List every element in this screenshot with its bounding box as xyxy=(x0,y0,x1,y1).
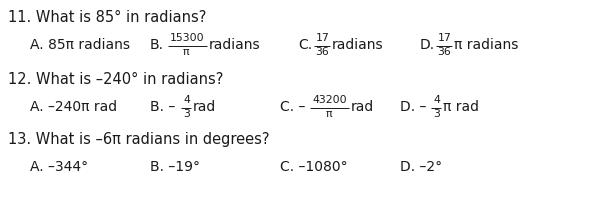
Text: radians: radians xyxy=(209,38,260,52)
Text: rad: rad xyxy=(351,100,374,114)
Text: 12. What is –240° in radians?: 12. What is –240° in radians? xyxy=(8,72,223,87)
Text: A. –344°: A. –344° xyxy=(30,160,88,174)
Text: D. –2°: D. –2° xyxy=(400,160,442,174)
Text: A. 85π radians: A. 85π radians xyxy=(30,38,130,52)
Text: 4: 4 xyxy=(183,95,190,105)
Text: rad: rad xyxy=(193,100,216,114)
Text: π rad: π rad xyxy=(443,100,479,114)
Text: π radians: π radians xyxy=(454,38,518,52)
Text: 13. What is –6π radians in degrees?: 13. What is –6π radians in degrees? xyxy=(8,132,269,147)
Text: 15300: 15300 xyxy=(170,33,205,43)
Text: B. –19°: B. –19° xyxy=(150,160,200,174)
Text: radians: radians xyxy=(332,38,383,52)
Text: 17: 17 xyxy=(438,33,452,43)
Text: C.: C. xyxy=(298,38,312,52)
Text: 43200: 43200 xyxy=(312,95,347,105)
Text: C. –: C. – xyxy=(280,100,305,114)
Text: 17: 17 xyxy=(316,33,330,43)
Text: D. –: D. – xyxy=(400,100,427,114)
Text: 3: 3 xyxy=(433,109,440,119)
Text: π: π xyxy=(326,109,332,119)
Text: B. –: B. – xyxy=(150,100,175,114)
Text: π: π xyxy=(183,47,190,57)
Text: 4: 4 xyxy=(433,95,440,105)
Text: 11. What is 85° in radians?: 11. What is 85° in radians? xyxy=(8,10,206,25)
Text: 36: 36 xyxy=(437,47,451,57)
Text: C. –1080°: C. –1080° xyxy=(280,160,347,174)
Text: A. –240π rad: A. –240π rad xyxy=(30,100,117,114)
Text: 36: 36 xyxy=(315,47,329,57)
Text: B.: B. xyxy=(150,38,164,52)
Text: D.: D. xyxy=(420,38,435,52)
Text: 3: 3 xyxy=(183,109,190,119)
